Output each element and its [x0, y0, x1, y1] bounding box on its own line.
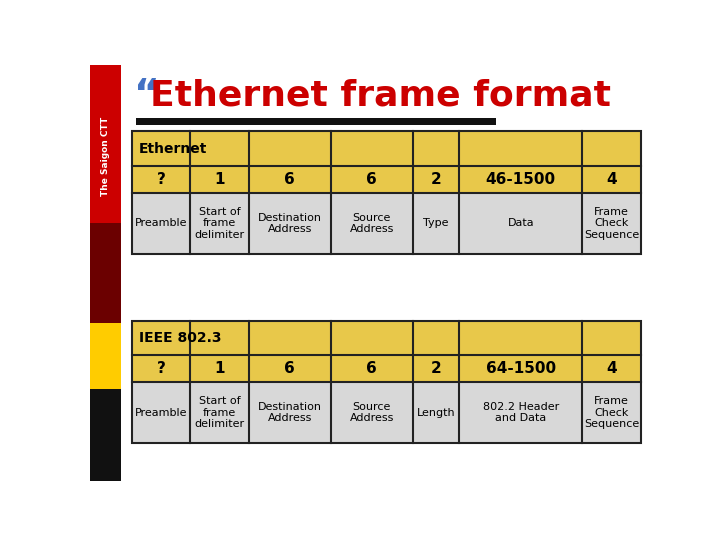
Text: Start of
frame
delimiter: Start of frame delimiter: [194, 396, 245, 429]
Bar: [132, 131, 641, 254]
Bar: [136, 118, 496, 125]
Text: Destination
Address: Destination Address: [258, 402, 322, 423]
Text: Preamble: Preamble: [135, 218, 187, 228]
Text: 802.2 Header
and Data: 802.2 Header and Data: [482, 402, 559, 423]
Text: 2: 2: [431, 361, 441, 376]
Text: 6: 6: [284, 361, 295, 376]
Text: Frame
Check
Sequence: Frame Check Sequence: [584, 207, 639, 240]
Text: 2: 2: [431, 172, 441, 187]
Bar: [132, 193, 641, 254]
Bar: [90, 223, 121, 322]
Text: ?: ?: [157, 361, 166, 376]
Text: Ethernet frame format: Ethernet frame format: [150, 79, 611, 113]
Text: “: “: [133, 77, 159, 115]
Bar: [90, 322, 121, 389]
Text: 6: 6: [366, 172, 377, 187]
Text: Source
Address: Source Address: [349, 213, 394, 234]
Text: ?: ?: [157, 172, 166, 187]
Text: 4: 4: [606, 361, 617, 376]
Text: Start of
frame
delimiter: Start of frame delimiter: [194, 207, 245, 240]
Text: 1: 1: [215, 172, 225, 187]
Text: Preamble: Preamble: [135, 408, 187, 417]
Text: Length: Length: [417, 408, 455, 417]
Bar: [132, 321, 641, 443]
Text: 6: 6: [284, 172, 295, 187]
Bar: [132, 131, 641, 254]
Bar: [132, 382, 641, 443]
Text: Type: Type: [423, 218, 449, 228]
Text: Data: Data: [508, 218, 534, 228]
Bar: [90, 65, 121, 223]
Text: Frame
Check
Sequence: Frame Check Sequence: [584, 396, 639, 429]
Bar: [90, 389, 121, 481]
Text: 4: 4: [606, 172, 617, 187]
Text: 6: 6: [366, 361, 377, 376]
Text: Ethernet: Ethernet: [138, 142, 207, 156]
Text: 64-1500: 64-1500: [486, 361, 556, 376]
Text: 1: 1: [215, 361, 225, 376]
Bar: [132, 321, 641, 443]
Text: Destination
Address: Destination Address: [258, 213, 322, 234]
Text: Source
Address: Source Address: [349, 402, 394, 423]
Text: IEEE 802.3: IEEE 802.3: [138, 331, 221, 345]
Text: 46-1500: 46-1500: [486, 172, 556, 187]
Text: The Saigon CTT: The Saigon CTT: [101, 117, 110, 196]
